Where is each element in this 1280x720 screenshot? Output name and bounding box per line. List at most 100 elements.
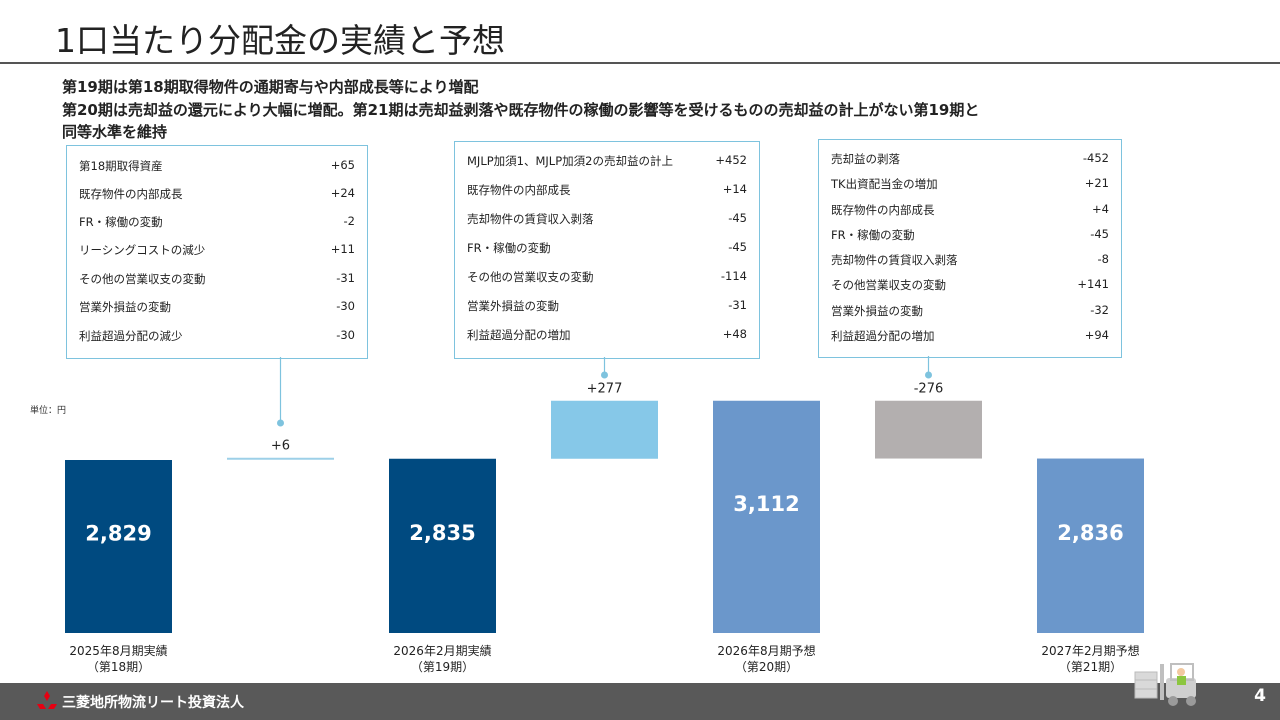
breakdown-value: -32 — [1090, 303, 1109, 317]
bar-total — [713, 400, 820, 633]
category-sublabel: （第18期） — [87, 660, 150, 674]
breakdown-value: +14 — [722, 182, 747, 196]
breakdown-value: -8 — [1097, 252, 1109, 266]
bar-value-label: 2,829 — [85, 522, 151, 546]
breakdown-value: -452 — [1082, 151, 1109, 165]
breakdown-value: +48 — [722, 327, 747, 341]
category-sublabel: （第20期） — [735, 660, 798, 674]
breakdown-value: +141 — [1077, 277, 1109, 291]
breakdown-row: 売却物件の賃貸収入剥落 -8 — [831, 252, 1109, 268]
breakdown-row: 利益超過分配の増加 +48 — [467, 327, 747, 343]
category-label: 2026年8月期予想 — [717, 643, 815, 658]
bars: 2,829 2025年8月期実績 （第18期） +6 2,835 2026年2月期実績 （第… — [65, 382, 1144, 674]
breakdown-row: その他の営業収支の変動 -114 — [467, 269, 747, 285]
breakdown-row: FR・稼働の変動 -45 — [831, 227, 1109, 243]
forklift-icon — [1134, 663, 1196, 706]
subtitle-line-3: 同等水準を維持 — [62, 123, 168, 141]
breakdown-row: 利益超過分配の減少 -30 — [79, 328, 355, 344]
breakdown-value: +21 — [1084, 176, 1109, 190]
breakdown-label: 営業外損益の変動 — [831, 304, 923, 318]
breakdown-row: その他営業収支の変動 +141 — [831, 277, 1109, 293]
breakdown-row: 既存物件の内部成長 +14 — [467, 182, 747, 198]
category-sublabel: （第19期） — [411, 660, 474, 674]
breakdown-value: -31 — [728, 298, 747, 312]
connectors — [277, 356, 932, 427]
breakdown-value: +24 — [330, 186, 355, 200]
breakdown-label: 売却物件の賃貸収入剥落 — [467, 212, 594, 226]
breakdown-label: 売却物件の賃貸収入剥落 — [831, 253, 958, 267]
breakdown-label: 既存物件の内部成長 — [831, 203, 935, 217]
breakdown-row: 売却益の剥落 -452 — [831, 151, 1109, 167]
breakdown-value: +65 — [330, 158, 355, 172]
breakdown-value: -2 — [343, 214, 355, 228]
footer-bar — [0, 683, 1280, 720]
breakdown-row: 営業外損益の変動 -31 — [467, 298, 747, 314]
breakdown-label: 第18期取得資産 — [79, 159, 163, 173]
category-label: 2025年8月期実績 — [69, 643, 167, 658]
brand-name: 三菱地所物流リート投資法人 — [62, 695, 244, 711]
breakdown-value: +11 — [330, 242, 355, 256]
waterfall-chart: 2,829 2025年8月期実績 （第18期） +6 2,835 2026年2月期実績 （第… — [65, 356, 1144, 674]
breakdown-box-period20: MJLP加須1、MJLP加須2の売却益の計上 +452 既存物件の内部成長 +14 … — [454, 141, 760, 359]
breakdown-label: 利益超過分配の増加 — [467, 328, 571, 342]
breakdown-value: -114 — [720, 269, 747, 283]
bar-total — [1037, 458, 1144, 633]
bar-value-label: +277 — [587, 382, 623, 397]
connector-dot — [601, 371, 608, 379]
breakdown-label: 既存物件の内部成長 — [79, 187, 183, 201]
breakdown-value: -45 — [728, 240, 747, 254]
breakdown-value: -45 — [728, 211, 747, 225]
breakdown-value: -31 — [336, 271, 355, 285]
bar-value-label: 2,836 — [1057, 521, 1123, 545]
breakdown-row: その他の営業収支の変動 -31 — [79, 271, 355, 287]
title-divider — [0, 62, 1280, 64]
unit-label: 単位：円 — [30, 406, 67, 416]
bar-delta — [227, 457, 334, 460]
breakdown-label: その他営業収支の変動 — [831, 278, 946, 292]
bar-total — [65, 460, 172, 633]
breakdown-label: 既存物件の内部成長 — [467, 183, 571, 197]
breakdown-label: その他の営業収支の変動 — [79, 272, 206, 286]
subtitle-line-1: 第19期は第18期取得物件の通期寄与や内部成長等により増配 — [62, 78, 479, 96]
bar-value-label: +6 — [271, 439, 290, 454]
breakdown-value: +4 — [1092, 202, 1109, 216]
breakdown-label: 利益超過分配の減少 — [79, 329, 183, 343]
subtitle-line-2: 第20期は売却益の還元により大幅に増配。第21期は売却益剥落や既存物件の稼働の影… — [62, 101, 980, 119]
category-sublabel: （第21期） — [1059, 660, 1122, 674]
bar-delta — [551, 400, 658, 459]
breakdown-label: 営業外損益の変動 — [467, 299, 559, 313]
breakdown-row: リーシングコストの減少 +11 — [79, 242, 355, 258]
breakdown-value: +94 — [1084, 328, 1109, 342]
breakdown-row: 利益超過分配の増加 +94 — [831, 328, 1109, 344]
breakdown-value: +452 — [715, 153, 747, 167]
breakdown-row: 売却物件の賃貸収入剥落 -45 — [467, 211, 747, 227]
breakdown-box-period19: 第18期取得資産 +65 既存物件の内部成長 +24 FR・稼働の変動 -2 リーシン… — [66, 145, 368, 359]
breakdown-row: 既存物件の内部成長 +4 — [831, 202, 1109, 218]
bar-value-label: 3,112 — [733, 492, 799, 516]
breakdown-label: 売却益の剥落 — [831, 152, 900, 166]
breakdown-row: 営業外損益の変動 -30 — [79, 299, 355, 315]
breakdown-row: FR・稼働の変動 -2 — [79, 214, 355, 230]
breakdown-box-period21: 売却益の剥落 -452 TK出資配当金の増加 +21 既存物件の内部成長 +4 FR・… — [818, 139, 1122, 358]
page-title: 1口当たり分配金の実績と予想 — [55, 21, 505, 60]
breakdown-label: TK出資配当金の増加 — [831, 177, 938, 191]
breakdown-label: リーシングコストの減少 — [79, 243, 206, 257]
breakdown-row: 営業外損益の変動 -32 — [831, 303, 1109, 319]
breakdown-row: 第18期取得資産 +65 — [79, 158, 355, 174]
breakdown-label: 利益超過分配の増加 — [831, 329, 935, 343]
category-label: 2026年2月期実績 — [393, 643, 491, 658]
breakdown-label: FR・稼働の変動 — [79, 215, 163, 229]
page-number: 4 — [1254, 686, 1266, 706]
breakdown-row: FR・稼働の変動 -45 — [467, 240, 747, 256]
breakdown-label: FR・稼働の変動 — [831, 228, 915, 242]
breakdown-label: 営業外損益の変動 — [79, 300, 171, 314]
breakdown-label: MJLP加須1、MJLP加須2の売却益の計上 — [467, 154, 673, 168]
mitsubishi-logo-icon — [37, 691, 57, 709]
bar-delta — [875, 400, 982, 459]
breakdown-label: その他の営業収支の変動 — [467, 270, 594, 284]
bar-value-label: -276 — [914, 382, 944, 397]
breakdown-value: -30 — [336, 299, 355, 313]
breakdown-row: TK出資配当金の増加 +21 — [831, 176, 1109, 192]
breakdown-value: -45 — [1090, 227, 1109, 241]
breakdown-row: 既存物件の内部成長 +24 — [79, 186, 355, 202]
